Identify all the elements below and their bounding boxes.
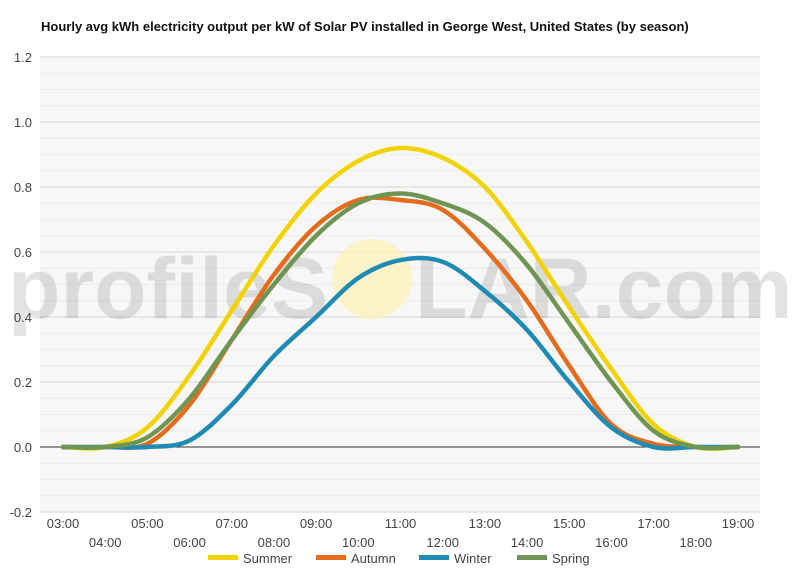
legend-swatch [208,555,238,560]
x-tick-label: 15:00 [553,516,586,531]
legend-label: Spring [552,551,590,566]
legend-swatch [419,555,449,560]
y-axis-ticks: 1.2 1.0 0.8 0.6 0.4 0.2 0.0 -0.2 [10,50,32,520]
legend-label: Summer [243,551,293,566]
x-tick-label: 17:00 [637,516,670,531]
x-tick-label: 03:00 [47,516,80,531]
x-tick-label: 13:00 [469,516,502,531]
legend-item-summer: Summer [208,551,293,566]
legend-label: Winter [454,551,492,566]
grid-lines [40,56,760,513]
series-lines [60,145,741,451]
x-tick-label: 06:00 [173,535,206,550]
y-tick-label: 0.8 [14,180,32,195]
legend-swatch [517,555,547,560]
y-tick-label: 0.2 [14,375,32,390]
x-tick-label: 19:00 [722,516,755,531]
chart-title: Hourly avg kWh electricity output per kW… [41,19,689,34]
watermark-sun-icon [332,239,412,319]
legend: Summer Autumn Winter Spring [208,551,590,566]
y-tick-label: 0.4 [14,310,32,325]
series-line-spring [60,191,741,451]
legend-item-autumn: Autumn [316,551,396,566]
y-tick-label: 0.6 [14,245,32,260]
x-tick-label: 12:00 [426,535,459,550]
watermark-text-right: LAR.com [415,241,792,337]
x-tick-label: 05:00 [131,516,164,531]
y-tick-label: 1.2 [14,50,32,65]
x-tick-label: 16:00 [595,535,628,550]
watermark: profileS LAR.com [8,239,792,337]
series-line-winter [60,255,741,451]
legend-item-spring: Spring [517,551,590,566]
x-tick-label: 18:00 [680,535,713,550]
y-tick-label: -0.2 [10,505,32,520]
y-tick-label: 1.0 [14,115,32,130]
x-tick-label: 10:00 [342,535,375,550]
x-tick-label: 14:00 [511,535,544,550]
legend-swatch [316,555,346,560]
x-tick-label: 08:00 [258,535,291,550]
legend-label: Autumn [351,551,396,566]
x-tick-label: 09:00 [300,516,333,531]
watermark-text-left: profileS [8,241,328,337]
x-axis-ticks: 03:00 04:00 05:00 06:00 07:00 08:00 09:00 10:00… [47,516,755,550]
x-tick-label: 04:00 [89,535,122,550]
y-tick-label: 0.0 [14,440,32,455]
x-tick-label: 11:00 [385,516,417,531]
legend-item-winter: Winter [419,551,492,566]
series-line-summer [60,145,741,451]
x-tick-label: 07:00 [215,516,248,531]
